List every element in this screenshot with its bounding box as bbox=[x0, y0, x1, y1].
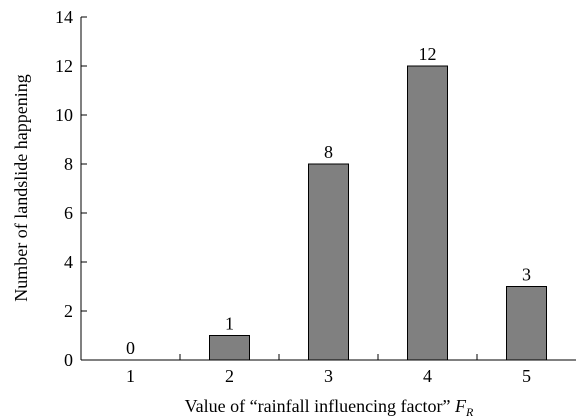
x-tick-label: 1 bbox=[126, 366, 135, 386]
y-tick-label: 2 bbox=[64, 301, 73, 321]
y-tick-label: 14 bbox=[55, 7, 73, 27]
bar-value-label: 3 bbox=[522, 265, 531, 285]
x-axis-title-subscript: R bbox=[465, 405, 474, 419]
bar-value-label: 1 bbox=[225, 314, 234, 334]
x-axis-title: Value of “rainfall influencing factor” F… bbox=[185, 396, 474, 419]
y-axis-title: Number of landslide happening bbox=[11, 74, 31, 301]
bar-value-label: 8 bbox=[324, 142, 333, 162]
bar bbox=[209, 335, 250, 361]
y-tick-label: 0 bbox=[64, 350, 73, 370]
bar-value-label: 0 bbox=[126, 338, 135, 358]
y-tick-label: 8 bbox=[64, 154, 73, 174]
x-axis-title-symbol: F bbox=[454, 396, 467, 416]
bar bbox=[506, 286, 547, 361]
bar bbox=[407, 65, 448, 361]
x-axis-title-text: Value of “rainfall influencing factor” bbox=[185, 396, 455, 416]
bars-group bbox=[209, 65, 547, 361]
y-tick-label: 12 bbox=[55, 56, 73, 76]
y-tick-label: 4 bbox=[64, 252, 73, 272]
x-tick-label: 4 bbox=[423, 366, 432, 386]
y-axis-ticks: 0 2 4 6 8 10 12 14 bbox=[55, 7, 87, 370]
x-axis-ticks: 1 2 3 4 5 bbox=[126, 354, 531, 386]
x-tick-label: 3 bbox=[324, 366, 333, 386]
bar-value-label: 12 bbox=[419, 44, 437, 64]
bar bbox=[308, 163, 349, 361]
x-tick-label: 5 bbox=[522, 366, 531, 386]
data-labels-group: 0 1 8 12 3 bbox=[126, 44, 531, 358]
y-tick-label: 10 bbox=[55, 105, 73, 125]
x-tick-label: 2 bbox=[225, 366, 234, 386]
y-tick-label: 6 bbox=[64, 203, 73, 223]
